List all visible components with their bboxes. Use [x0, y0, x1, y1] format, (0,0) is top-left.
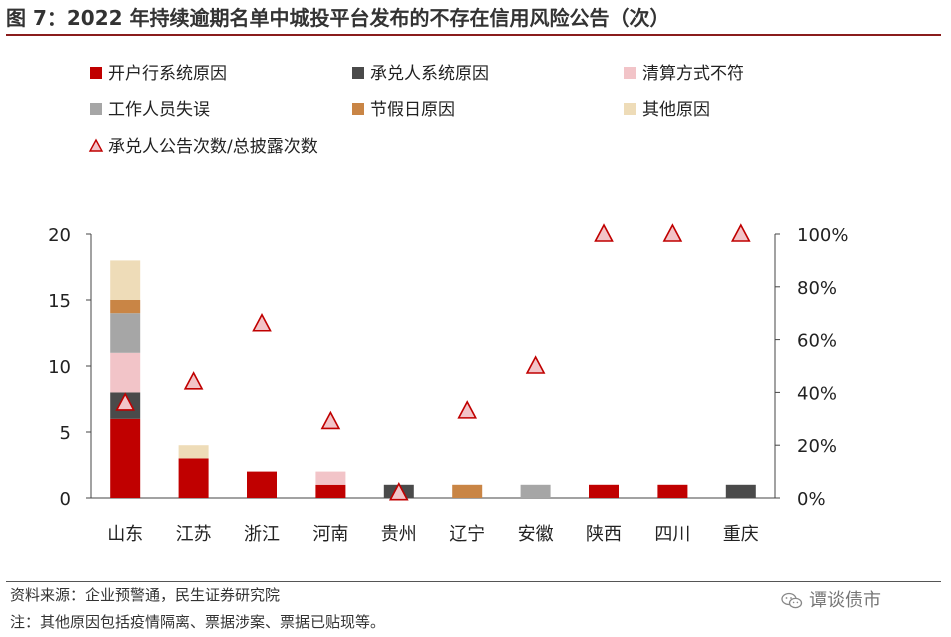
ratio-point [730, 223, 751, 242]
x-tick-label: 陕西 [586, 524, 622, 545]
bar-segment [110, 352, 141, 393]
x-tick-label: 贵州 [381, 524, 417, 545]
bar-segment [452, 484, 483, 498]
y-left-tick-label: 20 [48, 225, 71, 246]
bar-segment [725, 484, 756, 498]
x-tick-label: 山东 [107, 524, 143, 545]
ratio-point [252, 313, 272, 332]
y-left-tick-label: 5 [60, 423, 71, 444]
x-tick-label: 安徽 [518, 524, 554, 545]
y-left-tick-label: 10 [48, 357, 71, 378]
y-left-tick-label: 0 [60, 489, 71, 510]
x-tick-label: 浙江 [244, 524, 280, 545]
legend-swatch [352, 67, 364, 79]
y-right-tick-label: 20% [797, 436, 837, 457]
x-tick-label: 重庆 [723, 524, 759, 545]
y-right-tick-label: 60% [797, 331, 837, 352]
legend-label: 清算方式不符 [642, 64, 744, 84]
x-tick-label: 江苏 [176, 524, 212, 545]
y-right-tick-label: 40% [797, 383, 837, 404]
bar-segment [110, 418, 141, 498]
legend-label: 承兑人系统原因 [370, 64, 489, 84]
x-tick-label: 辽宁 [449, 524, 485, 545]
legend-label: 承兑人公告次数/总披露次数 [108, 137, 318, 157]
watermark-text: 谭谈债市 [809, 590, 881, 611]
bar-segment [110, 300, 141, 314]
y-left-tick-label: 15 [48, 291, 71, 312]
chart-title: 图 7：2022 年持续逾期名单中城投平台发布的不存在信用风险公告（次） [6, 6, 670, 30]
bar-segment [589, 484, 619, 498]
legend-label: 其他原因 [642, 100, 710, 120]
x-tick-label: 河南 [312, 524, 348, 545]
bar-segment [247, 471, 277, 498]
ratio-point [320, 410, 341, 430]
ratio-point [457, 400, 478, 419]
bar-segment [110, 260, 141, 300]
source-text: 资料来源：企业预警通，民生证券研究院 [10, 586, 281, 604]
ratio-point [594, 223, 614, 242]
legend-label: 节假日原因 [370, 100, 455, 120]
x-tick-label: 四川 [654, 524, 690, 545]
bar-segment [657, 484, 688, 498]
ratio-point [115, 392, 136, 411]
bar-segment [110, 313, 141, 353]
ratio-point [388, 482, 409, 501]
legend-label: 开户行系统原因 [108, 64, 227, 84]
ratio-point [662, 223, 683, 242]
legend-marker-triangle [88, 138, 104, 152]
bar-segment [315, 484, 346, 498]
bar-segment [178, 445, 209, 459]
title-divider [6, 34, 941, 36]
legend-swatch [624, 67, 636, 79]
legend-swatch [90, 103, 102, 115]
y-right-tick-label: 80% [797, 278, 837, 299]
y-right-tick-label: 0% [797, 489, 826, 510]
ratio-point [525, 355, 546, 374]
legend-label: 工作人员失误 [108, 100, 210, 120]
bar-segment [178, 458, 209, 498]
ratio-point [183, 371, 204, 390]
y-right-tick-label: 100% [797, 225, 848, 246]
bar-segment [315, 471, 346, 485]
watermark: 谭谈债市 [781, 590, 881, 612]
legend-swatch [352, 103, 364, 115]
legend-swatch [624, 103, 636, 115]
note-text: 注：其他原因包括疫情隔离、票据涉案、票据已贴现等。 [10, 613, 386, 631]
footer-divider [6, 581, 941, 582]
bar-segment [520, 484, 551, 498]
wechat-icon [781, 592, 803, 609]
legend-swatch [90, 67, 102, 79]
